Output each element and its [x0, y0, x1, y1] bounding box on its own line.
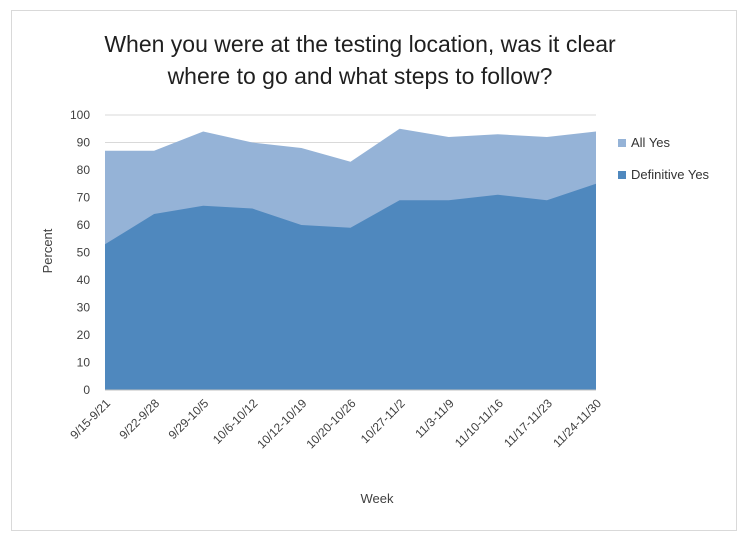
y-tick-label: 50 [77, 246, 91, 260]
x-tick-label: 9/22-9/28 [116, 396, 162, 442]
legend: All Yes Definitive Yes [618, 134, 709, 198]
y-tick-label: 70 [77, 191, 91, 205]
chart-title-line-1: When you were at the testing location, w… [104, 31, 616, 57]
area-definitive-yes [105, 183, 596, 390]
y-axis-title: Percent [40, 228, 55, 273]
x-tick-label: 9/29-10/5 [166, 396, 212, 442]
legend-label-definitive-yes: Definitive Yes [631, 167, 710, 182]
legend-item-definitive-yes: Definitive Yes [618, 166, 709, 183]
x-tick-label: 11/24-11/30 [550, 396, 604, 450]
chart-title-line-2: where to go and what steps to follow? [167, 63, 553, 89]
chart-title: When you were at the testing location, w… [60, 28, 660, 92]
x-tick-label: 10/27-11/2 [358, 396, 408, 446]
legend-swatch-definitive-yes [618, 170, 626, 179]
y-tick-label: 100 [70, 108, 90, 122]
x-tick-label: 11/10-11/16 [452, 396, 506, 450]
x-tick-label: 10/6-10/12 [210, 396, 261, 447]
legend-swatch-all-yes [618, 138, 626, 147]
x-tick-label: 11/3-11/9 [412, 396, 457, 441]
x-tick-label: 11/17-11/23 [501, 396, 555, 450]
x-tick-label: 9/15-9/21 [67, 396, 113, 442]
legend-label-all-yes: All Yes [631, 135, 671, 150]
y-tick-label: 90 [77, 136, 91, 150]
y-tick-label: 80 [77, 163, 91, 177]
x-tick-label: 10/20-10/26 [303, 396, 358, 451]
y-tick-label: 20 [77, 328, 91, 342]
x-tick-label: 10/12-10/19 [254, 396, 309, 451]
x-axis-title: Week [361, 491, 394, 506]
y-tick-label: 30 [77, 301, 91, 315]
y-tick-label: 10 [77, 356, 91, 370]
y-tick-label: 60 [77, 218, 91, 232]
y-tick-label: 0 [83, 383, 90, 397]
y-tick-label: 40 [77, 273, 91, 287]
legend-item-all-yes: All Yes [618, 134, 709, 151]
